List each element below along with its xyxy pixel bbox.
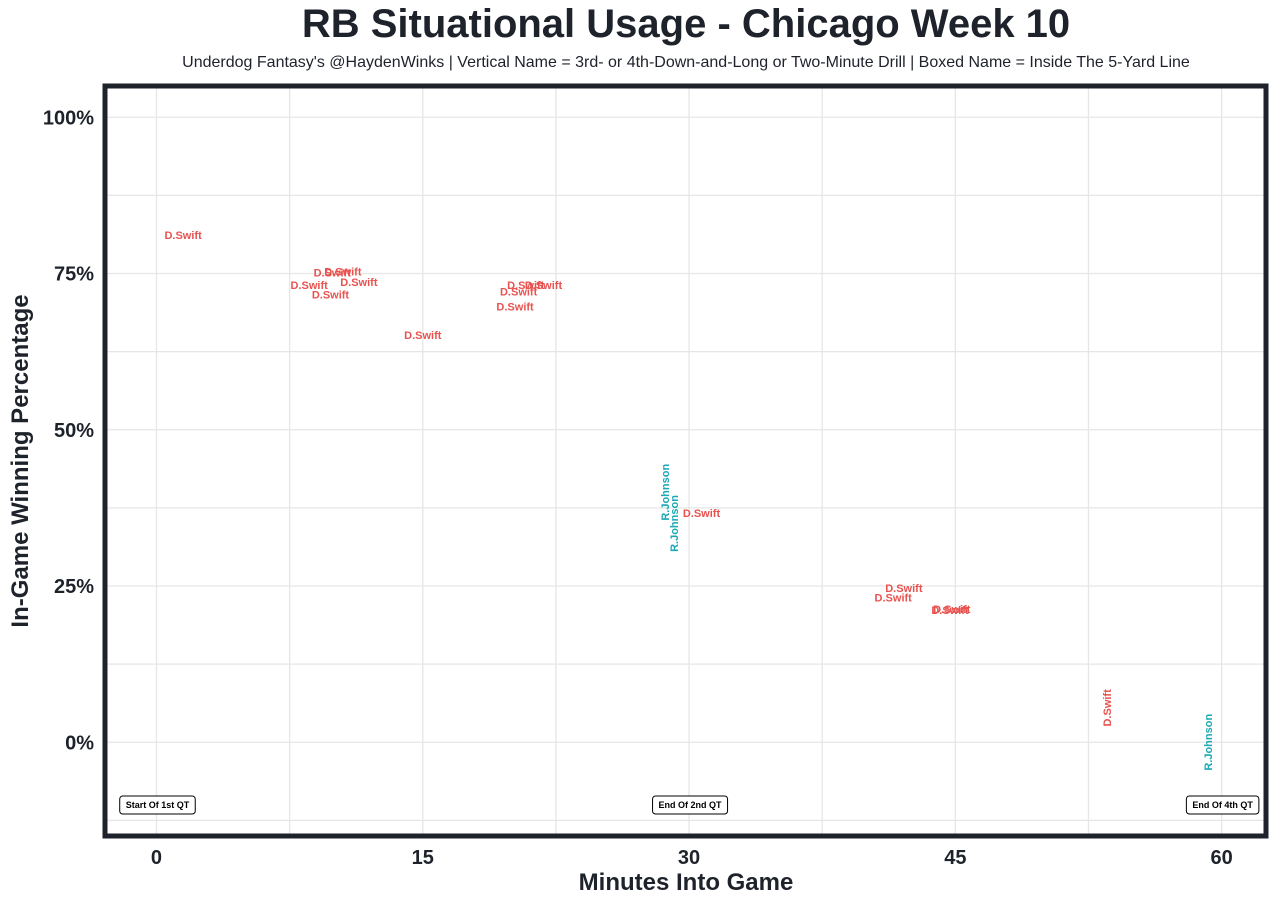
data-point-label: D.Swift: [683, 508, 721, 520]
x-axis-title: Minutes Into Game: [579, 869, 794, 896]
data-point-label: D.Swift: [507, 280, 545, 292]
data-point-label: D.Swift: [500, 286, 538, 298]
y-axis-title: In-Game Winning Percentage: [7, 294, 34, 627]
data-point-label: D.Swift: [312, 289, 350, 301]
y-tick-label: 25%: [54, 576, 94, 598]
y-tick-label: 100%: [43, 107, 94, 129]
quarter-marker: Start Of 1st QT: [119, 795, 196, 815]
data-point-label: D.Swift: [933, 604, 971, 616]
data-point-label: D.Swift: [931, 605, 969, 617]
data-point-label: D.Swift: [291, 280, 329, 292]
quarter-marker-label: Start Of 1st QT: [126, 800, 190, 810]
y-axis-ticks: 0% 25% 50% 75% 100%: [43, 107, 94, 754]
grid-lines: [105, 86, 1266, 836]
data-point-label: D.Swift: [496, 301, 534, 313]
data-point-label: R.Johnson: [1203, 714, 1215, 771]
quarter-markers: Start Of 1st QT End Of 2nd QT End Of 4th Q…: [119, 795, 1260, 815]
quarter-marker-box: [1185, 795, 1260, 815]
x-tick-label: 45: [944, 847, 966, 869]
x-axis-ticks: 0 15 30 45 60: [151, 847, 1233, 869]
data-point-label: D.Swift: [164, 230, 202, 242]
data-point-label: D.Swift: [404, 330, 442, 342]
data-point-label: D.Swift: [885, 583, 923, 595]
x-tick-label: 30: [678, 847, 700, 869]
data-point-label: D.Swift: [324, 266, 362, 278]
x-tick-label: 0: [151, 847, 162, 869]
data-point-label: D.Swift: [340, 277, 378, 289]
quarter-marker-label: End Of 4th QT: [1192, 800, 1253, 810]
y-tick-label: 0%: [65, 732, 94, 754]
y-tick-label: 75%: [54, 264, 94, 286]
data-point-label: D.Swift: [1102, 689, 1114, 727]
quarter-marker-box: [119, 795, 196, 815]
data-points: D.SwiftD.SwiftD.SwiftD.SwiftD.SwiftD.Swi…: [164, 230, 1215, 771]
quarter-marker: End Of 4th QT: [1185, 795, 1260, 815]
panel-border: [102, 83, 1269, 839]
quarter-marker-box: [652, 795, 729, 815]
x-tick-label: 15: [412, 847, 434, 869]
data-point-label: D.Swift: [314, 268, 352, 280]
quarter-marker: End Of 2nd QT: [652, 795, 729, 815]
data-point-label: D.Swift: [525, 280, 563, 292]
data-point-label: R.Johnson: [660, 464, 672, 521]
chart-subtitle: Underdog Fantasy's @HaydenWinks | Vertic…: [182, 54, 1190, 71]
y-tick-label: 50%: [54, 420, 94, 442]
x-tick-label: 60: [1210, 847, 1232, 869]
chart-title: RB Situational Usage - Chicago Week 10: [301, 2, 1071, 46]
quarter-marker-label: End Of 2nd QT: [659, 800, 722, 810]
data-point-label: D.Swift: [875, 593, 913, 605]
data-point-label: R.Johnson: [669, 495, 681, 552]
